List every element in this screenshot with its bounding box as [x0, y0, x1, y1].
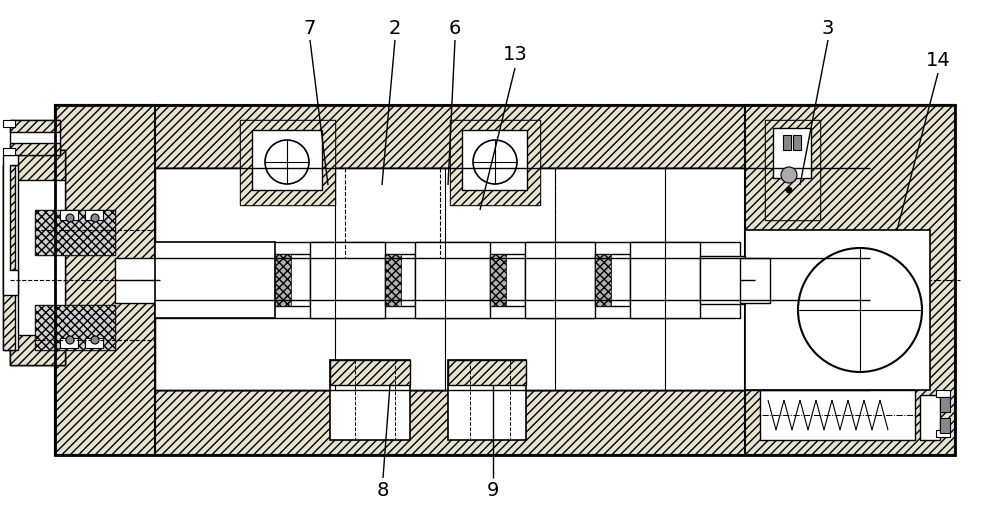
Bar	[595, 254, 611, 306]
Circle shape	[781, 167, 797, 183]
Bar	[450, 120, 540, 205]
Bar	[10, 150, 65, 180]
Bar	[10, 335, 65, 365]
Bar	[10, 150, 65, 365]
Text: 13: 13	[503, 46, 527, 65]
Text: 8: 8	[377, 481, 389, 500]
Polygon shape	[3, 155, 18, 295]
Polygon shape	[3, 148, 15, 155]
Bar	[3, 165, 18, 350]
Bar	[525, 242, 595, 318]
Text: 9: 9	[487, 481, 499, 500]
Bar	[115, 258, 160, 303]
Bar	[85, 210, 103, 220]
Polygon shape	[936, 430, 950, 437]
Bar	[60, 338, 78, 348]
Bar	[252, 130, 322, 190]
Bar	[35, 210, 115, 255]
Bar	[275, 254, 291, 306]
Bar	[155, 242, 740, 318]
Text: 14: 14	[926, 50, 950, 69]
Circle shape	[91, 336, 99, 344]
Bar	[155, 242, 275, 318]
Bar	[745, 105, 955, 455]
Text: 6: 6	[449, 18, 461, 37]
Text: 7: 7	[304, 18, 316, 37]
Bar	[35, 305, 115, 350]
Bar	[155, 168, 870, 390]
Bar	[740, 258, 770, 303]
Polygon shape	[940, 397, 950, 412]
Bar	[448, 360, 526, 385]
Circle shape	[66, 214, 74, 222]
Bar	[745, 230, 930, 390]
Bar	[448, 360, 526, 440]
Circle shape	[265, 140, 309, 184]
Bar	[60, 210, 78, 220]
Bar	[630, 242, 700, 318]
Bar	[10, 143, 60, 155]
Bar	[55, 105, 955, 455]
Bar	[490, 254, 506, 306]
Bar	[155, 168, 870, 390]
Bar	[55, 105, 155, 455]
Bar	[155, 300, 870, 390]
Circle shape	[473, 140, 517, 184]
Bar	[773, 128, 811, 178]
Bar	[10, 120, 60, 155]
Bar	[920, 395, 940, 440]
Bar	[240, 120, 335, 205]
Bar	[462, 130, 527, 190]
Bar	[385, 254, 415, 306]
Circle shape	[66, 336, 74, 344]
Bar	[700, 256, 745, 304]
Circle shape	[798, 248, 922, 372]
Text: 2: 2	[389, 18, 401, 37]
Circle shape	[91, 214, 99, 222]
Bar	[450, 120, 540, 205]
Bar	[490, 254, 525, 306]
Bar	[765, 120, 820, 220]
Bar	[310, 242, 385, 318]
Bar	[760, 390, 915, 440]
Bar	[155, 168, 870, 260]
Polygon shape	[3, 120, 15, 127]
Circle shape	[786, 187, 792, 193]
Bar	[330, 360, 410, 385]
Bar	[595, 254, 630, 306]
Bar	[3, 165, 15, 350]
Bar	[275, 254, 310, 306]
Bar	[783, 135, 791, 150]
Text: 3: 3	[822, 18, 834, 37]
Polygon shape	[936, 390, 950, 397]
Bar	[765, 120, 820, 220]
Bar	[10, 120, 60, 132]
Bar	[385, 254, 401, 306]
Bar	[35, 305, 115, 350]
Bar	[240, 120, 335, 205]
Bar	[85, 338, 103, 348]
Bar	[415, 242, 490, 318]
Bar	[793, 135, 801, 150]
Bar	[35, 210, 115, 255]
Bar	[330, 360, 410, 440]
Bar	[10, 150, 65, 365]
Polygon shape	[940, 418, 950, 433]
Bar	[55, 105, 955, 455]
